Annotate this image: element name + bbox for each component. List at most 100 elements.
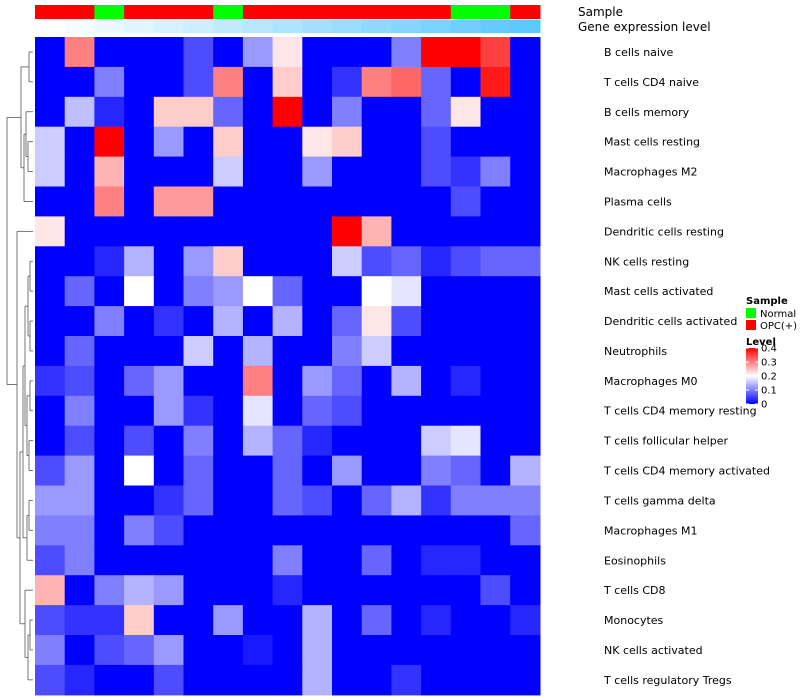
heatmap-cell — [332, 156, 363, 188]
heatmap-cell — [153, 575, 185, 606]
heatmap-cell — [242, 246, 274, 277]
sample-annotation-cell — [391, 5, 422, 19]
level-tick-label: 0.3 — [761, 358, 777, 369]
heatmap-cell — [272, 37, 303, 68]
heatmap-cell — [332, 186, 363, 217]
heatmap-cell — [480, 455, 511, 487]
level-annotation-cell — [391, 20, 422, 33]
heatmap-cell — [391, 365, 422, 397]
heatmap-cell — [94, 66, 125, 98]
heatmap-cell — [391, 515, 422, 546]
heatmap-cell — [124, 635, 155, 666]
heatmap-cell — [391, 575, 422, 606]
heatmap-cell — [450, 515, 482, 546]
heatmap-cell — [64, 96, 95, 128]
heatmap-cell — [242, 515, 274, 546]
heatmap-cell — [510, 336, 541, 367]
heatmap-cell — [450, 156, 482, 188]
row-label: T cells CD4 naive — [603, 76, 699, 89]
heatmap-cell — [153, 246, 185, 277]
heatmap-cell — [361, 126, 392, 158]
heatmap-cell — [450, 395, 482, 427]
heatmap-cell — [94, 37, 125, 68]
heatmap-cell — [153, 485, 185, 516]
heatmap-cell — [94, 395, 125, 427]
heatmap-cell — [361, 395, 392, 427]
heatmap-cell — [124, 365, 155, 397]
heatmap-cell — [302, 425, 333, 457]
heatmap-cell — [35, 365, 66, 397]
heatmap-cell — [124, 575, 155, 606]
heatmap-cell — [213, 156, 244, 188]
level-legend-title: Level — [746, 337, 776, 348]
heatmap-cell — [302, 246, 333, 277]
heatmap-cell — [35, 515, 66, 546]
heatmap-cell — [94, 425, 125, 457]
heatmap-cell — [94, 605, 125, 636]
heatmap-cell — [242, 605, 274, 636]
heatmap-cell — [361, 37, 392, 68]
heatmap-cell — [302, 365, 333, 397]
heatmap-cell — [183, 605, 214, 636]
row-label: Dendritic cells activated — [604, 315, 737, 328]
column-annotations — [35, 5, 541, 33]
heatmap-cell — [124, 485, 155, 516]
heatmap-cell — [302, 515, 333, 546]
heatmap-cell — [35, 156, 66, 188]
heatmap-cell — [450, 485, 482, 516]
heatmap-cell — [64, 216, 95, 247]
heatmap-cell — [510, 455, 541, 487]
heatmap-cell — [510, 186, 541, 217]
level-ticks: 0.4 0.3 0.2 0.1 0 — [746, 344, 777, 411]
heatmap-cell — [302, 66, 333, 98]
heatmap-cell — [213, 336, 244, 367]
heatmap-cell — [480, 37, 511, 68]
heatmap-cell — [124, 545, 155, 576]
heatmap-cell — [272, 126, 303, 158]
heatmap-cell — [124, 605, 155, 636]
heatmap-cell — [35, 246, 66, 277]
heatmap-cell — [480, 515, 511, 546]
level-annotation-cell — [35, 20, 66, 33]
heatmap-cell — [391, 37, 422, 68]
heatmap-cell — [183, 365, 214, 397]
heatmap-cell — [391, 186, 422, 217]
heatmap-cell — [242, 186, 274, 217]
heatmap-cell — [213, 126, 244, 158]
heatmap-cell — [153, 186, 185, 217]
heatmap-cell — [391, 635, 422, 666]
heatmap-cell — [480, 66, 511, 98]
heatmap-cell — [272, 485, 303, 516]
heatmap-cell — [94, 96, 125, 128]
heatmap-cell — [242, 365, 274, 397]
row-label: B cells naive — [604, 46, 673, 59]
heatmap-cell — [272, 66, 303, 98]
heatmap-cell — [35, 186, 66, 217]
row-label: Mast cells activated — [604, 285, 713, 298]
heatmap-cell — [302, 306, 333, 337]
heatmap-cell — [124, 515, 155, 546]
heatmap-cell — [64, 276, 95, 307]
heatmap-cell — [242, 336, 274, 367]
heatmap-cell — [124, 37, 155, 68]
heatmap-cell — [361, 96, 392, 128]
normal-legend-swatch — [746, 308, 756, 318]
sample-annotation-cell — [480, 5, 511, 19]
heatmap-cell — [272, 605, 303, 636]
heatmap-cell — [480, 96, 511, 128]
heatmap-cell — [242, 126, 274, 158]
level-annotation-cell — [361, 20, 392, 33]
sample-annotation-cell — [242, 5, 274, 19]
heatmap-cell — [302, 336, 333, 367]
heatmap-cell — [272, 635, 303, 666]
sample-annotation-cell — [183, 5, 214, 19]
heatmap-cell — [242, 425, 274, 457]
heatmap-cell — [302, 186, 333, 217]
heatmap-cell — [183, 545, 214, 576]
heatmap-cell — [272, 96, 303, 128]
heatmap-cell — [332, 545, 363, 576]
heatmap-cell — [153, 66, 185, 98]
heatmap-cell — [272, 515, 303, 546]
heatmap-cell — [480, 306, 511, 337]
